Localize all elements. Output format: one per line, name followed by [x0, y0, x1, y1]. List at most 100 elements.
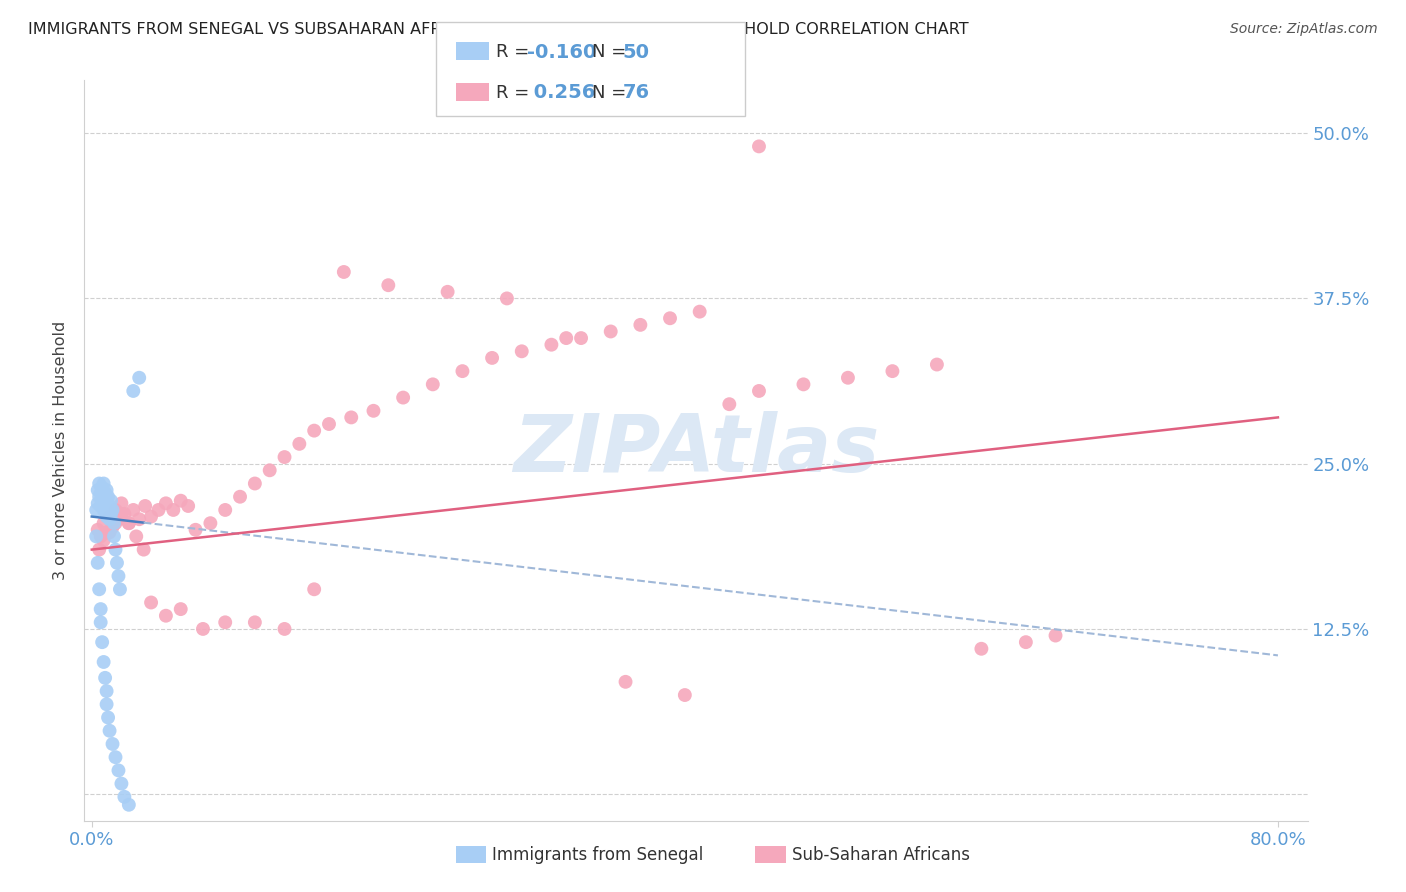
Point	[718, 397, 741, 411]
Point	[659, 311, 682, 326]
Point	[792, 377, 814, 392]
Text: N =: N =	[592, 84, 631, 102]
Y-axis label: 3 or more Vehicles in Household: 3 or more Vehicles in Household	[53, 321, 69, 580]
Point	[89, 542, 111, 557]
Point	[451, 364, 474, 378]
Point	[148, 503, 170, 517]
Point	[100, 507, 122, 521]
Point	[103, 529, 125, 543]
Point	[128, 370, 150, 384]
Point	[333, 265, 356, 279]
Point	[100, 493, 122, 508]
Point	[96, 525, 118, 540]
Text: Immigrants from Senegal: Immigrants from Senegal	[492, 846, 703, 863]
Point	[1045, 629, 1067, 643]
Point	[302, 582, 325, 597]
Point	[540, 337, 562, 351]
Point	[90, 615, 112, 630]
Point	[170, 602, 193, 616]
Point	[93, 503, 115, 517]
Point	[112, 507, 135, 521]
Point	[925, 358, 948, 372]
Point	[125, 529, 148, 543]
Point	[112, 789, 135, 804]
Text: 76: 76	[623, 83, 650, 103]
Point	[340, 410, 363, 425]
Point	[229, 490, 252, 504]
Point	[302, 424, 325, 438]
Point	[96, 509, 118, 524]
Point	[96, 496, 118, 510]
Point	[122, 384, 145, 398]
Point	[496, 292, 519, 306]
Point	[91, 481, 114, 495]
Point	[97, 490, 120, 504]
Point	[93, 516, 115, 531]
Point	[110, 507, 132, 521]
Point	[90, 529, 112, 543]
Point	[84, 529, 107, 543]
Point	[97, 503, 120, 517]
Point	[104, 516, 127, 531]
Point	[128, 512, 150, 526]
Point	[191, 622, 214, 636]
Point	[93, 476, 115, 491]
Point	[155, 608, 177, 623]
Point	[103, 516, 125, 531]
Point	[170, 493, 193, 508]
Point	[93, 655, 115, 669]
Point	[93, 490, 115, 504]
Point	[94, 671, 117, 685]
Point	[134, 499, 156, 513]
Point	[748, 139, 770, 153]
Point	[98, 525, 121, 540]
Point	[363, 404, 385, 418]
Point	[96, 698, 118, 712]
Point	[101, 503, 124, 517]
Point	[139, 509, 162, 524]
Point	[748, 384, 770, 398]
Text: Source: ZipAtlas.com: Source: ZipAtlas.com	[1230, 22, 1378, 37]
Point	[1015, 635, 1038, 649]
Point	[89, 582, 111, 597]
Point	[970, 641, 993, 656]
Point	[101, 520, 124, 534]
Point	[377, 278, 399, 293]
Point	[177, 499, 200, 513]
Point	[107, 512, 129, 526]
Point	[108, 582, 131, 597]
Point	[155, 496, 177, 510]
Point	[94, 499, 117, 513]
Point	[214, 503, 236, 517]
Text: N =: N =	[592, 43, 631, 62]
Text: 0.256: 0.256	[527, 83, 596, 103]
Point	[96, 684, 118, 698]
Point	[392, 391, 415, 405]
Point	[110, 496, 132, 510]
Point	[122, 503, 145, 517]
Point	[569, 331, 592, 345]
Point	[104, 542, 127, 557]
Point	[107, 764, 129, 778]
Point	[318, 417, 340, 431]
Point	[97, 710, 120, 724]
Point	[162, 503, 184, 517]
Point	[86, 523, 108, 537]
Point	[689, 304, 711, 318]
Point	[104, 503, 127, 517]
Point	[89, 490, 111, 504]
Point	[84, 503, 107, 517]
Text: R =: R =	[496, 84, 536, 102]
Point	[673, 688, 696, 702]
Point	[93, 533, 115, 548]
Text: IMMIGRANTS FROM SENEGAL VS SUBSAHARAN AFRICAN 3 OR MORE VEHICLES IN HOUSEHOLD CO: IMMIGRANTS FROM SENEGAL VS SUBSAHARAN AF…	[28, 22, 969, 37]
Text: Sub-Saharan Africans: Sub-Saharan Africans	[792, 846, 970, 863]
Point	[98, 509, 121, 524]
Point	[86, 483, 108, 497]
Point	[107, 569, 129, 583]
Point	[86, 556, 108, 570]
Point	[90, 485, 112, 500]
Point	[96, 483, 118, 497]
Point	[90, 499, 112, 513]
Point	[628, 318, 651, 332]
